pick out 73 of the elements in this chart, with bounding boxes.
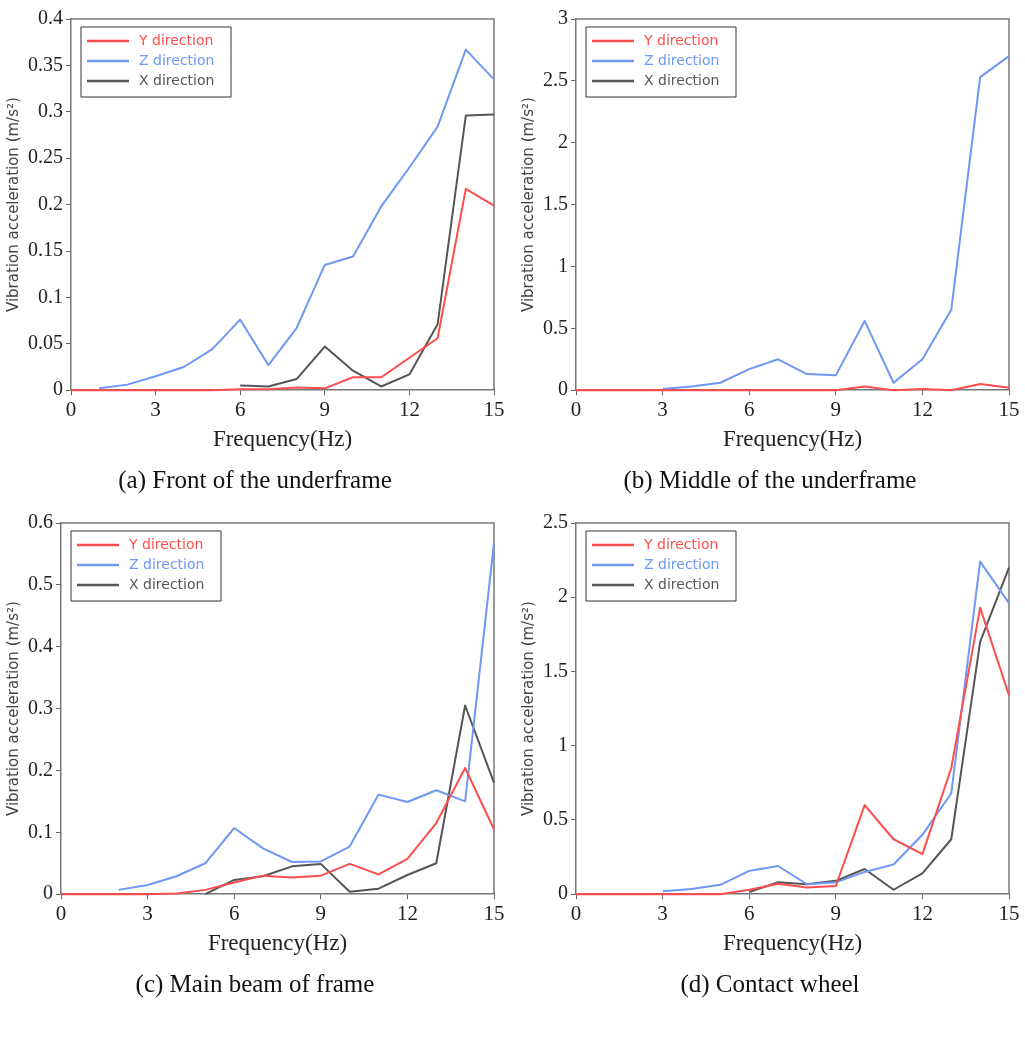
legend-label: Y direction <box>642 535 718 552</box>
y-tick-label: 0.6 <box>27 510 53 533</box>
legend-label: Y direction <box>127 535 203 552</box>
x-tick-label: 9 <box>315 901 326 926</box>
y-tick-label: 1.5 <box>542 191 568 214</box>
x-tick-label: 6 <box>743 901 754 926</box>
y-tick-label: 2 <box>557 129 568 152</box>
x-tick-label: 15 <box>483 397 504 422</box>
x-tick-label: 12 <box>911 397 933 422</box>
x-axis-title: Frequency(Hz) <box>207 930 347 956</box>
x-tick-label: 15 <box>483 901 504 926</box>
y-tick-label: 1 <box>557 732 568 755</box>
y-tick-label: 0.05 <box>27 331 63 354</box>
y-tick-label: 0.3 <box>37 99 63 122</box>
y-tick-label: 0.1 <box>27 819 53 842</box>
x-tick-label: 6 <box>743 397 754 422</box>
text: (d) Contact wheel <box>680 970 860 1000</box>
x-tick-label: 6 <box>234 397 245 422</box>
y-tick-label: 0.2 <box>27 757 53 780</box>
y-axis-title: Vibration acceleration (m/s²) <box>518 97 537 313</box>
legend-label: Y direction <box>642 31 718 48</box>
x-tick-label: 12 <box>911 901 933 926</box>
x-tick-label: 9 <box>319 397 330 422</box>
y-tick-label: 0.5 <box>542 807 568 830</box>
y-tick-label: 0 <box>557 881 568 904</box>
legend-label: Y direction <box>137 31 213 48</box>
y-tick-label: 3 <box>557 6 568 29</box>
text: (a) Front of the underframe <box>118 466 392 496</box>
y-axis-title: Vibration acceleration (m/s²) <box>3 601 22 817</box>
x-tick-label: 3 <box>656 901 668 926</box>
x-tick-label: 3 <box>656 397 668 422</box>
y-tick-label: 0 <box>42 881 53 904</box>
y-tick-label: 0.2 <box>37 191 63 214</box>
y-tick-label: 0.3 <box>27 695 53 718</box>
y-tick-label: 1 <box>557 253 568 276</box>
legend-label: X direction <box>643 575 719 592</box>
x-axis-title: Frequency(Hz) <box>722 930 862 956</box>
x-axis-title: Frequency(Hz) <box>722 426 862 452</box>
y-tick-label: 2.5 <box>542 68 568 91</box>
legend-label: X direction <box>128 575 204 592</box>
legend-label: X direction <box>138 71 214 88</box>
x-tick-label: 15 <box>998 901 1019 926</box>
x-tick-label: 9 <box>830 901 841 926</box>
text: (c) Main beam of frame <box>135 970 375 1000</box>
text: (b) Middle of the underframe <box>623 466 917 496</box>
y-tick-label: 2.5 <box>542 510 568 533</box>
x-tick-label: 12 <box>398 397 420 422</box>
legend-label: Z direction <box>138 51 214 68</box>
x-tick-label: 6 <box>228 901 239 926</box>
y-tick-label: 0.15 <box>27 238 63 261</box>
y-tick-label: 0.4 <box>37 6 63 29</box>
y-tick-label: 2 <box>557 584 568 607</box>
x-tick-label: 3 <box>141 901 153 926</box>
y-tick-label: 0.25 <box>27 145 63 168</box>
y-tick-label: 0.5 <box>27 572 53 595</box>
y-tick-label: 0.35 <box>27 52 63 75</box>
legend-label: X direction <box>643 71 719 88</box>
y-tick-label: 0 <box>557 377 568 400</box>
y-axis-title: Vibration acceleration (m/s²) <box>3 97 22 313</box>
legend-label: Z direction <box>128 555 204 572</box>
y-tick-label: 0 <box>52 377 63 400</box>
x-axis-title: Frequency(Hz) <box>212 426 352 452</box>
x-tick-label: 12 <box>396 901 418 926</box>
y-tick-label: 1.5 <box>542 658 568 681</box>
y-tick-label: 0.5 <box>542 315 568 338</box>
y-tick-label: 0.1 <box>37 284 63 307</box>
x-tick-label: 9 <box>830 397 841 422</box>
x-tick-label: 15 <box>998 397 1019 422</box>
legend-label: Z direction <box>643 555 719 572</box>
legend-label: Z direction <box>643 51 719 68</box>
y-axis-title: Vibration acceleration (m/s²) <box>518 601 537 817</box>
y-tick-label: 0.4 <box>27 633 53 656</box>
x-tick-label: 3 <box>149 397 161 422</box>
